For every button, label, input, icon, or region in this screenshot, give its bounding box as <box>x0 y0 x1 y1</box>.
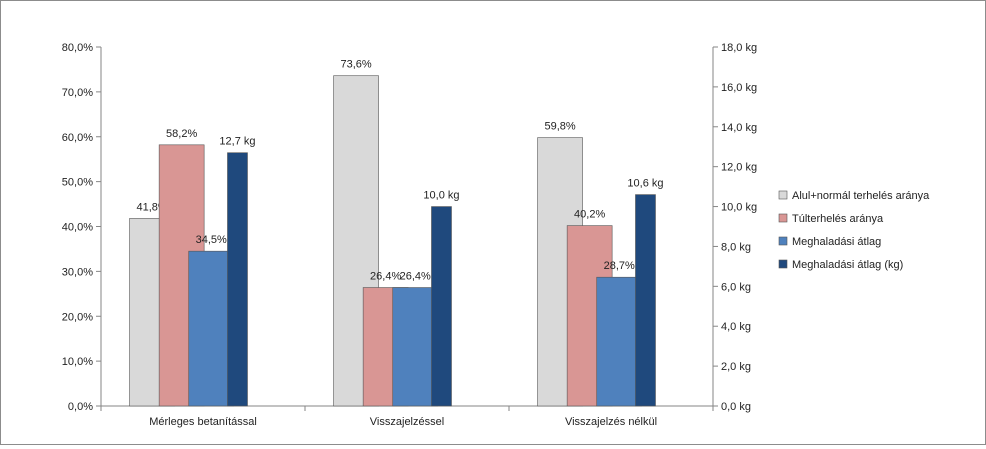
right-axis: 0,0 kg 2,0 kg 4,0 kg 6,0 kg 8,0 kg 10,0 kg 12,… <box>712 42 757 413</box>
data-label: 28,7% <box>604 260 635 272</box>
bars: 41,8%58,2%34,5%12,7 kg73,6%26,4%26,4%10,… <box>129 59 664 407</box>
bar <box>227 152 248 407</box>
right-axis-tick-label: 6,0 kg <box>721 281 751 293</box>
bar <box>596 276 643 407</box>
data-label: 40,2% <box>574 209 605 221</box>
data-label: 73,6% <box>340 59 371 71</box>
legend: Alul+normál terhelés aránya Túlterhelés a… <box>778 190 930 271</box>
left-axis: 0,0% 10,0% 20,0% 30,0% 40,0% 50,0% 60,0% 70,0% 8… <box>62 42 102 413</box>
right-axis-tick-label: 12,0 kg <box>721 162 757 174</box>
x-axis-tick-label: Visszajelzéssel <box>370 416 444 428</box>
bar <box>431 206 452 407</box>
right-axis-tick-label: 14,0 kg <box>721 122 757 134</box>
legend-label: Meghaladási átlag (kg) <box>792 259 903 271</box>
left-axis-tick-label: 70,0% <box>62 87 93 99</box>
data-label: 12,7 kg <box>219 136 255 148</box>
data-label: 10,0 kg <box>423 190 459 202</box>
data-label: 58,2% <box>166 128 197 140</box>
right-axis-tick-label: 2,0 kg <box>721 361 751 373</box>
left-axis-tick-label: 0,0% <box>68 401 93 413</box>
right-axis-tick-label: 4,0 kg <box>721 321 751 333</box>
bar <box>392 287 439 407</box>
left-axis-tick-label: 40,0% <box>62 222 93 234</box>
legend-swatch <box>778 213 788 223</box>
legend-swatch <box>778 259 788 269</box>
right-axis-tick-label: 16,0 kg <box>721 82 757 94</box>
left-axis-tick-label: 20,0% <box>62 311 93 323</box>
right-axis-tick-label: 8,0 kg <box>721 241 751 253</box>
bar <box>635 194 656 407</box>
x-axis: Mérleges betanítással Visszajelzéssel Viss… <box>100 405 714 428</box>
legend-swatch <box>778 236 788 246</box>
left-axis-tick-label: 60,0% <box>62 132 93 144</box>
legend-label: Alul+normál terhelés aránya <box>792 190 930 202</box>
x-axis-tick-label: Visszajelzés nélkül <box>565 416 657 428</box>
data-label: 26,4% <box>370 271 401 283</box>
x-axis-tick-label: Mérleges betanítással <box>149 416 257 428</box>
legend-label: Meghaladási átlag <box>792 236 881 248</box>
legend-swatch <box>778 190 788 200</box>
legend-label: Túlterhelés aránya <box>792 213 884 225</box>
data-label: 26,4% <box>400 271 431 283</box>
right-axis-tick-label: 10,0 kg <box>721 202 757 214</box>
right-axis-tick-label: 0,0 kg <box>721 401 751 413</box>
left-axis-tick-label: 10,0% <box>62 356 93 368</box>
left-axis-tick-label: 80,0% <box>62 42 93 54</box>
data-label: 10,6 kg <box>627 178 663 190</box>
data-label: 34,5% <box>196 234 227 246</box>
left-axis-tick-label: 30,0% <box>62 266 93 278</box>
right-axis-tick-label: 18,0 kg <box>721 42 757 54</box>
bar <box>188 250 235 407</box>
data-label: 59,8% <box>544 121 575 133</box>
left-axis-tick-label: 50,0% <box>62 177 93 189</box>
